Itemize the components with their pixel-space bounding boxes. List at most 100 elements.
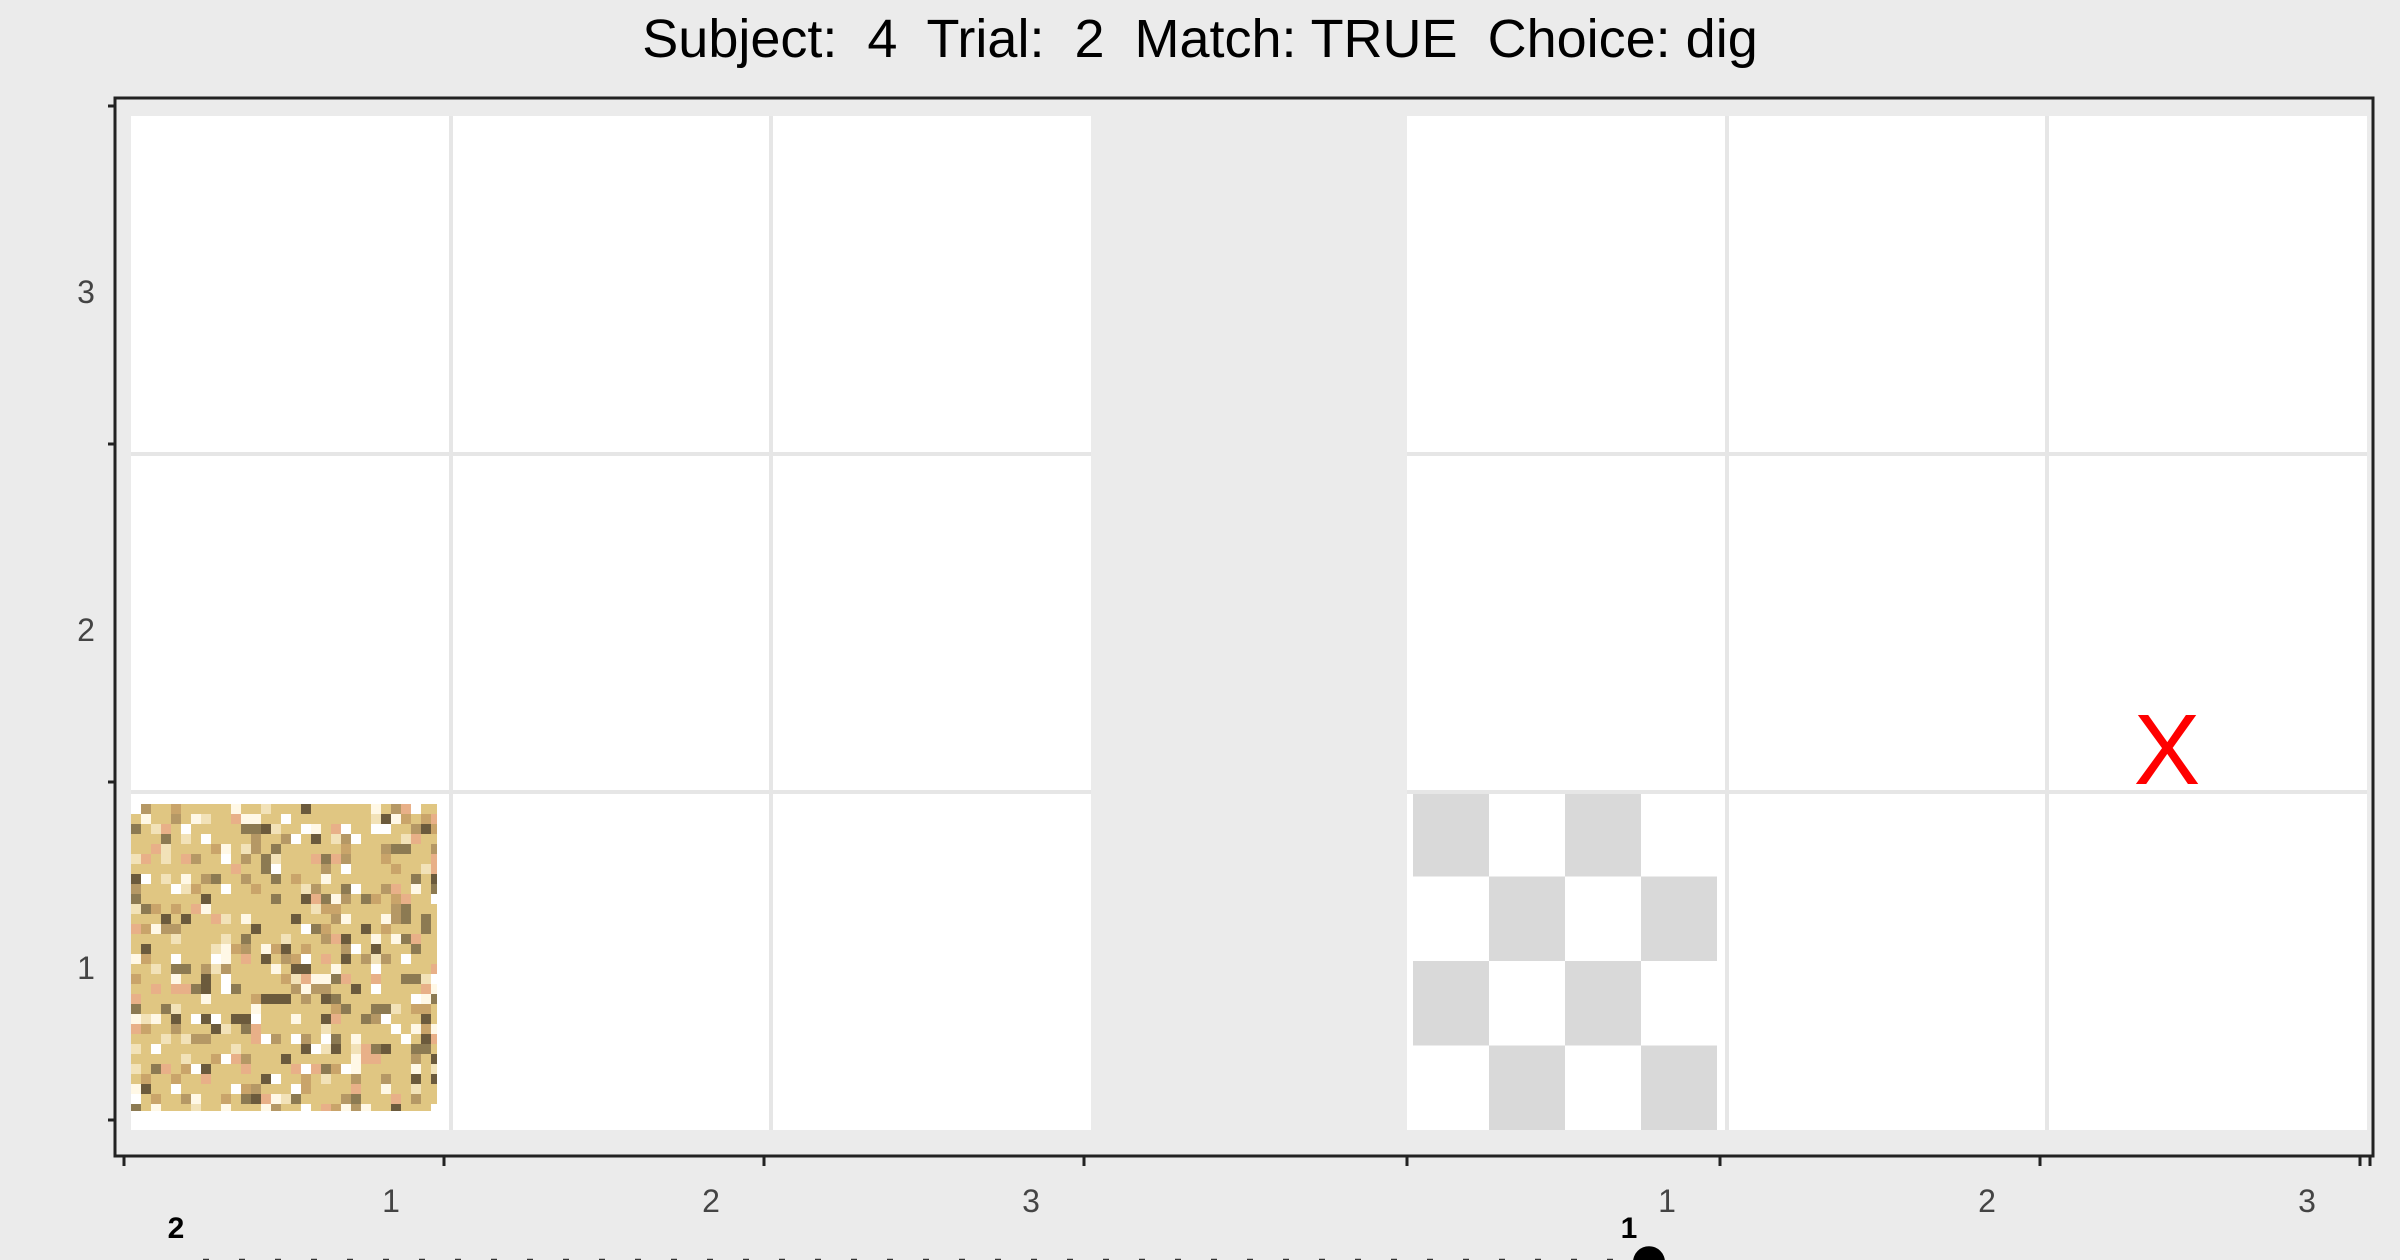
sand-grain xyxy=(361,1044,371,1054)
sand-grain xyxy=(291,1064,301,1074)
sand-grain xyxy=(301,1104,311,1111)
sand-grain xyxy=(411,974,421,984)
sand-grain xyxy=(311,924,321,934)
sand-grain xyxy=(131,1094,141,1104)
sand-grain xyxy=(401,1034,411,1044)
sand-grain xyxy=(431,814,437,824)
sand-grain xyxy=(141,1024,151,1034)
sand-grain xyxy=(151,1104,161,1111)
sand-grain xyxy=(421,994,431,1004)
sand-grain xyxy=(151,824,161,834)
sand-grain xyxy=(231,944,241,954)
sand-grain xyxy=(421,924,431,934)
sand-grain xyxy=(391,844,401,854)
sand-grain xyxy=(191,904,201,914)
sand-grain xyxy=(351,1104,361,1111)
sand-grain xyxy=(151,844,161,854)
sand-grain xyxy=(141,854,151,864)
sand-grain xyxy=(171,1074,181,1084)
sand-grain xyxy=(141,944,151,954)
sand-grain xyxy=(341,974,351,984)
sand-grain xyxy=(191,854,201,864)
sand-grain xyxy=(241,814,251,824)
sand-grain xyxy=(331,824,341,834)
sand-grain xyxy=(381,814,391,824)
y-tick-label: 3 xyxy=(77,274,95,310)
sand-grain xyxy=(191,1094,201,1104)
sand-grain xyxy=(131,924,141,934)
sand-grain xyxy=(171,804,181,814)
sand-grain xyxy=(351,1054,361,1064)
sand-grain xyxy=(201,814,211,824)
sand-grain xyxy=(321,864,331,874)
sand-grain xyxy=(251,924,261,934)
sand-grain xyxy=(161,854,171,864)
sand-grain xyxy=(301,974,311,984)
sand-grain xyxy=(401,894,411,904)
sand-grain xyxy=(331,914,341,924)
sand-grain xyxy=(221,1024,231,1034)
sand-grain xyxy=(421,1024,431,1034)
sand-grain xyxy=(291,1094,301,1104)
sand-grain xyxy=(371,824,381,834)
sand-grain xyxy=(191,1014,201,1024)
sand-grain xyxy=(431,994,437,1004)
sand-grain xyxy=(131,894,141,904)
sand-grain xyxy=(191,1104,201,1111)
sand-grain xyxy=(431,1024,437,1034)
sand-grain xyxy=(361,1104,371,1111)
sand-grain xyxy=(231,814,241,824)
sand-grain xyxy=(241,824,251,834)
sand-grain xyxy=(151,1064,161,1074)
sand-grain xyxy=(401,954,411,964)
sand-grain xyxy=(351,1044,361,1054)
sand-grain xyxy=(381,884,391,894)
sand-grain xyxy=(211,914,221,924)
sand-grain xyxy=(191,1064,201,1074)
sand-grain xyxy=(391,864,401,874)
sand-grain xyxy=(411,1094,421,1104)
sand-grain xyxy=(261,944,271,954)
sand-grain xyxy=(341,954,351,964)
x-tick-label: 1 xyxy=(1658,1183,1676,1219)
sand-grain xyxy=(131,904,141,914)
sand-grain xyxy=(231,1084,241,1094)
sand-grain xyxy=(321,904,331,914)
sand-grain xyxy=(131,854,141,864)
sand-grain xyxy=(251,1034,261,1044)
sand-grain xyxy=(381,1074,391,1084)
sand-grain xyxy=(411,884,421,894)
sand-grain xyxy=(321,1024,331,1034)
sand-grain xyxy=(241,1094,251,1104)
sand-grain xyxy=(381,954,391,964)
sand-grain xyxy=(201,1064,211,1074)
sand-grain xyxy=(131,1024,141,1034)
sand-grain xyxy=(181,1094,191,1104)
sand-grain xyxy=(161,1034,171,1044)
sand-grain xyxy=(301,804,311,814)
sand-grain xyxy=(401,904,411,914)
sand-grain xyxy=(381,1004,391,1014)
sand-grain xyxy=(331,1044,341,1054)
sand-grain xyxy=(341,944,351,954)
checker-square xyxy=(1489,1045,1565,1130)
sand-grain xyxy=(411,1074,421,1084)
sand-grain xyxy=(131,824,141,834)
sand-grain xyxy=(191,984,201,994)
sand-grain xyxy=(311,1064,321,1074)
sand-grain xyxy=(421,974,431,984)
sand-grain xyxy=(321,924,331,934)
sand-grain xyxy=(341,824,351,834)
sand-grain xyxy=(221,974,231,984)
sand-grain xyxy=(271,964,281,974)
sand-grain xyxy=(411,934,421,944)
checker-square xyxy=(1641,1045,1717,1130)
grid-lines xyxy=(131,116,2367,1130)
sand-grain xyxy=(231,1044,241,1054)
sand-grain xyxy=(151,984,161,994)
sand-grain xyxy=(391,1004,401,1014)
sand-grain xyxy=(221,944,231,954)
sand-grain xyxy=(351,984,361,994)
sand-grain xyxy=(161,874,171,884)
sand-grain xyxy=(181,824,191,834)
